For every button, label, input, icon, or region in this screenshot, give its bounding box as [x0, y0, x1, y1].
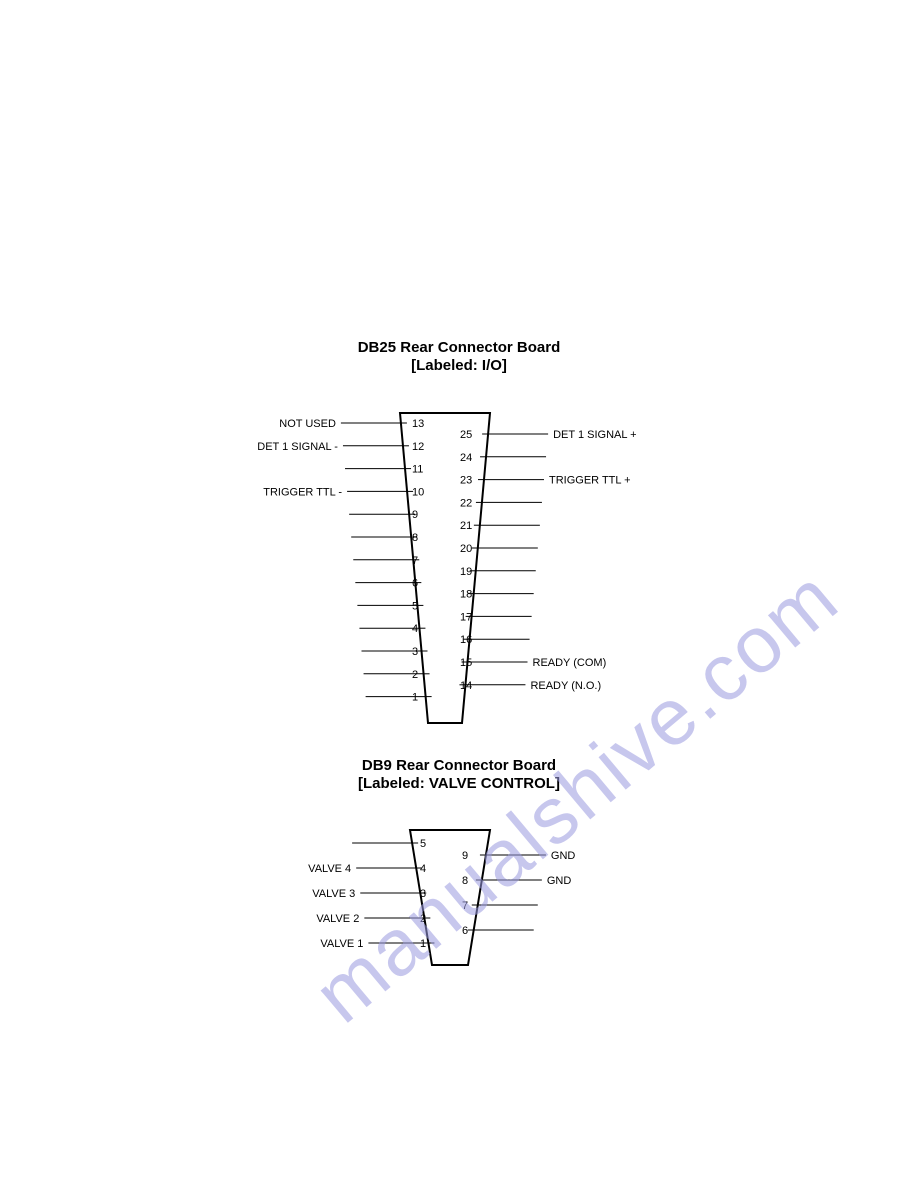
db25-right-pin-num-16: 16 [460, 634, 472, 646]
db9-left-pin-label-3: VALVE 3 [312, 888, 355, 900]
db25-title-line1: DB25 Rear Connector Board [358, 339, 561, 356]
db25-right-pin-label-14: READY (N.O.) [530, 680, 601, 692]
db25-left-pin-num-1: 1 [412, 692, 418, 704]
db9-left-pin-num-3: 3 [420, 888, 426, 900]
db9-left-pin-num-1: 1 [420, 938, 426, 950]
db25-left-pin-num-8: 8 [412, 532, 418, 544]
db25-right-pin-num-23: 23 [460, 475, 472, 487]
db25-right-pin-num-15: 15 [460, 657, 472, 669]
db9-left-pin-num-4: 4 [420, 863, 426, 875]
db9-left-pin-label-4: VALVE 4 [308, 863, 351, 875]
db25-left-pin-num-13: 13 [412, 418, 424, 430]
db25-right-pin-num-25: 25 [460, 429, 472, 441]
db25-left-pin-num-4: 4 [412, 623, 418, 635]
db25-right-pin-label-15: READY (COM) [533, 657, 607, 669]
db25-right-pin-label-25: DET 1 SIGNAL + [553, 429, 636, 441]
db25-right-pin-num-24: 24 [460, 452, 472, 464]
db9-title-line1: DB9 Rear Connector Board [362, 757, 556, 774]
db25-right-pin-label-23: TRIGGER TTL + [549, 475, 631, 487]
db25-left-pin-num-9: 9 [412, 509, 418, 521]
db25-right-pin-num-18: 18 [460, 589, 472, 601]
db25-right-pin-num-17: 17 [460, 611, 472, 623]
db9-right-pin-num-7: 7 [462, 900, 468, 912]
db9-right-pin-label-9: GND [551, 850, 576, 862]
db9-left-pin-num-5: 5 [420, 838, 426, 850]
db9-right-pin-num-8: 8 [462, 875, 468, 887]
db25-title-line2: [Labeled: I/O] [411, 357, 507, 374]
diagram-canvas: DB25 Rear Connector Board[Labeled: I/O] 1… [0, 0, 918, 1188]
db25-right-pin-num-21: 21 [460, 520, 472, 532]
db9-title-line2: [Labeled: VALVE CONTROL] [358, 775, 560, 792]
db9-right-pin-num-6: 6 [462, 925, 468, 937]
db25-left-pin-num-2: 2 [412, 669, 418, 681]
db25-left-pin-num-11: 11 [412, 464, 423, 476]
db25-left-pin-label-13: NOT USED [279, 418, 336, 430]
db25-right-pin-num-14: 14 [460, 680, 472, 692]
db25-left-pin-num-7: 7 [412, 555, 418, 567]
db25-right-pin-num-20: 20 [460, 543, 472, 555]
db9-left-pin-label-2: VALVE 2 [316, 913, 359, 925]
db25-left-pin-num-6: 6 [412, 578, 418, 590]
db9-right-pin-label-8: GND [547, 875, 572, 887]
db9-left-pin-num-2: 2 [420, 913, 426, 925]
db25-right-pin-num-19: 19 [460, 566, 472, 578]
db9-left-pin-label-1: VALVE 1 [320, 938, 363, 950]
db25-left-pin-num-5: 5 [412, 600, 418, 612]
db25-left-pin-num-12: 12 [412, 441, 424, 453]
db9-right-pin-num-9: 9 [462, 850, 468, 862]
db25-left-pin-label-12: DET 1 SIGNAL - [257, 441, 338, 453]
db25-left-pin-num-10: 10 [412, 486, 424, 498]
db25-left-pin-label-10: TRIGGER TTL - [263, 486, 342, 498]
db25-left-pin-num-3: 3 [412, 646, 418, 658]
db25-right-pin-num-22: 22 [460, 497, 472, 509]
